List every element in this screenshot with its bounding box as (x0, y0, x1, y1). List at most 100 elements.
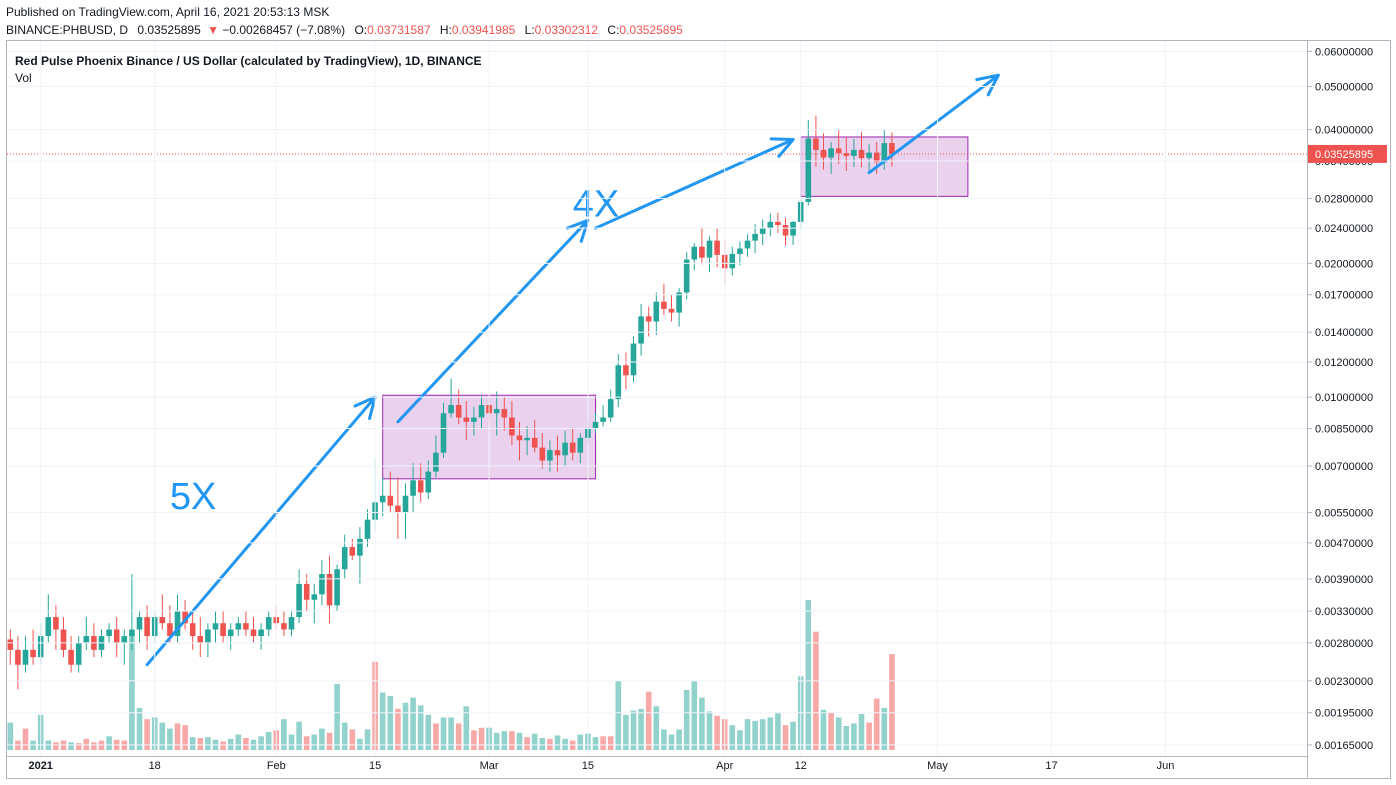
trend-arrow[interactable] (594, 137, 795, 230)
candle (759, 219, 766, 245)
volume-bar (554, 735, 561, 750)
high-value: 0.03941985 (451, 23, 516, 37)
candle (197, 617, 204, 658)
candle (410, 463, 416, 513)
candle (661, 283, 667, 316)
candle (729, 246, 736, 276)
candle (607, 389, 614, 422)
volume-bar (189, 737, 196, 750)
volume-bar (645, 691, 652, 750)
candle (334, 564, 340, 612)
volume-bar (182, 725, 188, 750)
chart-title: Red Pulse Phoenix Binance / US Dollar (c… (15, 54, 482, 68)
symbol-label[interactable]: BINANCE:PHBUSD, D (6, 23, 129, 37)
candle (805, 120, 812, 206)
volume-bar (235, 734, 242, 750)
high-label: H: (439, 23, 452, 37)
candle (387, 471, 394, 513)
price-value: 0.03525895 (137, 23, 201, 37)
volume-bar (835, 717, 842, 750)
volume-bar (205, 737, 211, 750)
open-value: 0.03731587 (367, 23, 431, 37)
volume-bar (258, 736, 264, 750)
volume-bar (281, 719, 287, 750)
candle (645, 306, 652, 337)
trend-arrow[interactable] (396, 218, 590, 424)
candle (30, 629, 36, 665)
low-value: 0.03302312 (534, 23, 599, 37)
candle (227, 623, 234, 650)
volume-bar (653, 706, 660, 750)
volume-bar (357, 738, 363, 750)
price-tick-label: 0.00195000 (1315, 708, 1373, 720)
volume-bar (699, 697, 705, 750)
price-axis[interactable]: 0.060000000.050000000.040000000.03400000… (7, 46, 1387, 752)
volume-bar (775, 712, 781, 750)
candle (75, 636, 82, 673)
volume-bar (759, 719, 766, 750)
volume-bar (243, 738, 249, 750)
candle (509, 401, 515, 446)
volume-bar (334, 684, 340, 750)
price-tick-label: 0.05000000 (1315, 82, 1373, 94)
candle (562, 430, 568, 467)
price-tick-label: 0.01000000 (1315, 392, 1373, 404)
volume-bar (706, 711, 713, 750)
volume-bar (227, 738, 234, 750)
trend-arrows (145, 73, 1000, 667)
volume-bar (881, 708, 888, 750)
volume-bar (53, 742, 59, 750)
candle (417, 463, 424, 503)
candle (91, 623, 97, 658)
candle (288, 611, 295, 637)
volume-bar (691, 680, 698, 750)
price-tick-label: 0.00330000 (1315, 606, 1373, 618)
candles-layer (7, 115, 895, 690)
time-tick-label: Apr (716, 760, 733, 772)
candle (189, 611, 196, 650)
volume-bar (387, 696, 394, 750)
candle (357, 527, 363, 584)
candle (623, 352, 629, 390)
volume-bar (425, 714, 432, 750)
volume-bar (448, 717, 454, 750)
volume-bar (744, 719, 751, 750)
volume-bar (402, 702, 409, 750)
volume-bar (319, 728, 325, 750)
volume-bar (790, 721, 796, 750)
trend-arrow[interactable] (867, 73, 1000, 175)
candle (471, 407, 477, 436)
volume-bar (592, 737, 599, 750)
candle (258, 623, 264, 650)
volume-bar (493, 732, 500, 750)
volume-bar (341, 722, 348, 750)
time-axis[interactable]: 2021 18 Feb 15 Mar 15 Apr 12 May 17 Jun (28, 41, 1174, 772)
volume-bar (159, 722, 166, 750)
candle (478, 395, 485, 429)
time-tick-label: 17 (1045, 760, 1057, 772)
volume-label: Vol (15, 71, 32, 85)
candle (539, 433, 546, 469)
volume-bar (91, 742, 97, 750)
candle (744, 234, 751, 257)
volume-bar (106, 736, 112, 750)
volume-bar (379, 692, 386, 750)
price-tick-label: 0.00280000 (1315, 638, 1373, 650)
candle (250, 617, 257, 643)
volume-bar (326, 732, 333, 750)
volume-bar (737, 730, 743, 750)
price-tick-label: 0.00550000 (1315, 508, 1373, 520)
volume-bar (410, 697, 416, 750)
candle (653, 292, 660, 335)
price-tick-label: 0.04000000 (1315, 125, 1373, 137)
candle (851, 138, 857, 167)
volume-bar (623, 714, 629, 750)
close-label: C: (607, 23, 620, 37)
volume-bar (220, 741, 226, 750)
candle (60, 617, 67, 658)
volume-bar (630, 710, 637, 750)
candle (668, 294, 675, 322)
candle (828, 142, 834, 174)
candle (592, 413, 599, 434)
